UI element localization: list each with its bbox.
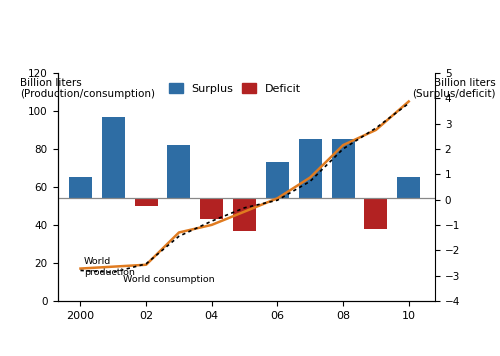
Text: World
production: World production	[84, 257, 134, 277]
Bar	[200, 198, 224, 219]
Bar	[299, 140, 322, 198]
Bar	[168, 145, 190, 198]
Bar	[266, 162, 289, 198]
Bar	[397, 177, 420, 198]
Text: Global production and use of ethanol has increased dramatically
since 2000: Global production and use of ethanol has…	[6, 13, 473, 43]
Text: Billion liters
(Surplus/deficit): Billion liters (Surplus/deficit)	[412, 78, 496, 99]
Legend: Surplus, Deficit: Surplus, Deficit	[165, 79, 305, 98]
Bar	[102, 117, 125, 198]
Text: Billion liters
(Production/consumption): Billion liters (Production/consumption)	[20, 78, 155, 99]
Bar	[233, 198, 256, 231]
Text: Source: USDA, Economic Research Service using data from the International Energy: Source: USDA, Economic Research Service …	[6, 323, 405, 344]
Text: World consumption: World consumption	[123, 275, 215, 284]
Bar	[69, 177, 92, 198]
Bar	[134, 198, 158, 206]
Bar	[364, 198, 388, 229]
Bar	[332, 140, 354, 198]
